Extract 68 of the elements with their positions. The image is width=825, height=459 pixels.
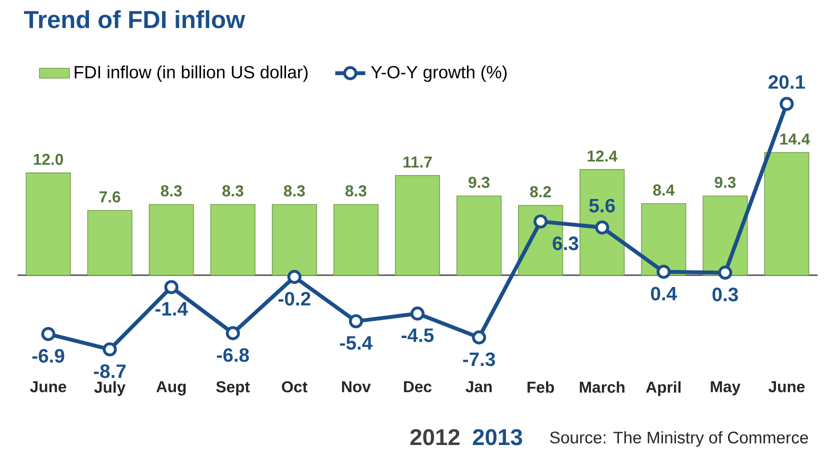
data-label: 7.6 — [100, 191, 120, 202]
point — [780, 96, 794, 111]
data-label: 11.7 — [404, 156, 432, 168]
data-label: 8.2 — [530, 186, 551, 198]
data-label: 8.3 — [222, 185, 244, 196]
bar — [394, 175, 440, 276]
data-label: -1.4 — [155, 302, 188, 316]
x-tick-label: Nov — [342, 381, 371, 392]
x-tick-label: July — [94, 381, 126, 396]
x-tick-label: Aug — [156, 381, 186, 396]
point — [472, 330, 486, 344]
data-label: 8.3 — [284, 185, 305, 196]
data-label: -4.5 — [402, 328, 434, 342]
data-label: 0.4 — [650, 286, 677, 300]
bar — [26, 172, 71, 276]
data-label: -8.7 — [94, 364, 126, 378]
x-tick-label: Oct — [282, 381, 308, 392]
x-tick-label: March — [580, 381, 624, 393]
bar — [456, 196, 502, 276]
data-label: 12.4 — [588, 150, 618, 162]
data-label: 8.3 — [160, 185, 182, 196]
data-label: -5.4 — [340, 336, 373, 350]
x-tick-label: Dec — [404, 381, 432, 392]
point — [410, 306, 425, 321]
point — [287, 270, 302, 284]
legend-label: Y-O-Y growth (%) — [371, 65, 507, 82]
data-label: 8.3 — [345, 185, 366, 196]
x-tick-label: May — [710, 381, 740, 396]
x-tick-label: April — [646, 381, 681, 396]
data-label: -6.8 — [216, 348, 249, 362]
bar — [580, 169, 625, 276]
data-label: -0.2 — [278, 292, 310, 306]
x-tick-label: Jan — [466, 381, 492, 392]
x-tick-label: June — [768, 381, 805, 392]
point — [164, 280, 178, 294]
data-label: -7.3 — [463, 352, 495, 366]
point — [41, 327, 56, 342]
point — [348, 314, 363, 328]
data-label: 20.1 — [768, 75, 805, 89]
bar — [148, 204, 194, 276]
bar — [764, 152, 810, 276]
bar — [641, 203, 686, 276]
chart-title: Trend of FDI inflow — [24, 10, 246, 28]
x-tick-label: Sept — [216, 381, 250, 396]
point — [226, 326, 240, 340]
point — [102, 342, 117, 356]
data-label: 12.0 — [34, 154, 64, 165]
data-label: 14.4 — [780, 134, 810, 144]
bar — [210, 204, 256, 276]
data-label: 9.3 — [714, 176, 736, 188]
point — [595, 220, 610, 235]
legend-label: FDI inflow (in billion US dollar) — [74, 65, 308, 82]
x-tick-label: June — [30, 381, 66, 392]
data-label: 8.4 — [653, 184, 675, 196]
data-label: -6.9 — [32, 349, 64, 363]
bar — [87, 210, 132, 276]
point — [534, 214, 548, 229]
source-note: Source: The Ministry of Commerce — [550, 431, 808, 447]
x-tick-label: Feb — [528, 381, 554, 393]
data-label: 5.6 — [589, 198, 615, 212]
text: 2012 — [410, 429, 460, 446]
point — [656, 264, 671, 279]
data-label: 0.3 — [712, 288, 738, 302]
bar — [333, 204, 378, 276]
data-label: 9.3 — [468, 176, 490, 188]
point — [718, 266, 732, 280]
bar — [272, 204, 317, 276]
text: 2013 — [472, 429, 522, 446]
